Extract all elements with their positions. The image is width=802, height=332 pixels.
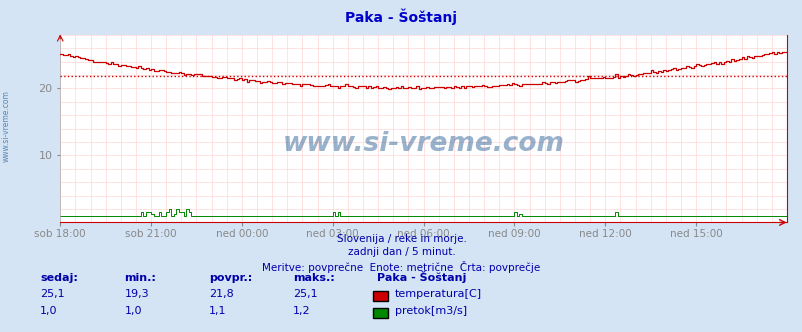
Text: www.si-vreme.com: www.si-vreme.com — [282, 131, 564, 157]
Text: Meritve: povprečne  Enote: metrične  Črta: povprečje: Meritve: povprečne Enote: metrične Črta:… — [262, 261, 540, 273]
Text: pretok[m3/s]: pretok[m3/s] — [395, 306, 467, 316]
Text: zadnji dan / 5 minut.: zadnji dan / 5 minut. — [347, 247, 455, 257]
Text: min.:: min.: — [124, 273, 156, 283]
Text: povpr.:: povpr.: — [209, 273, 252, 283]
Text: 25,1: 25,1 — [293, 289, 318, 299]
Text: 1,0: 1,0 — [124, 306, 142, 316]
Text: 19,3: 19,3 — [124, 289, 149, 299]
Text: Paka - Šoštanj: Paka - Šoštanj — [377, 271, 466, 283]
Text: maks.:: maks.: — [293, 273, 334, 283]
Text: temperatura[C]: temperatura[C] — [395, 289, 481, 299]
Text: www.si-vreme.com: www.si-vreme.com — [2, 90, 11, 162]
Text: sedaj:: sedaj: — [40, 273, 78, 283]
Text: Slovenija / reke in morje.: Slovenija / reke in morje. — [336, 234, 466, 244]
Text: 21,8: 21,8 — [209, 289, 233, 299]
Text: 1,1: 1,1 — [209, 306, 226, 316]
Text: 1,2: 1,2 — [293, 306, 310, 316]
Text: Paka - Šoštanj: Paka - Šoštanj — [345, 8, 457, 25]
Text: 1,0: 1,0 — [40, 306, 58, 316]
Text: 25,1: 25,1 — [40, 289, 65, 299]
